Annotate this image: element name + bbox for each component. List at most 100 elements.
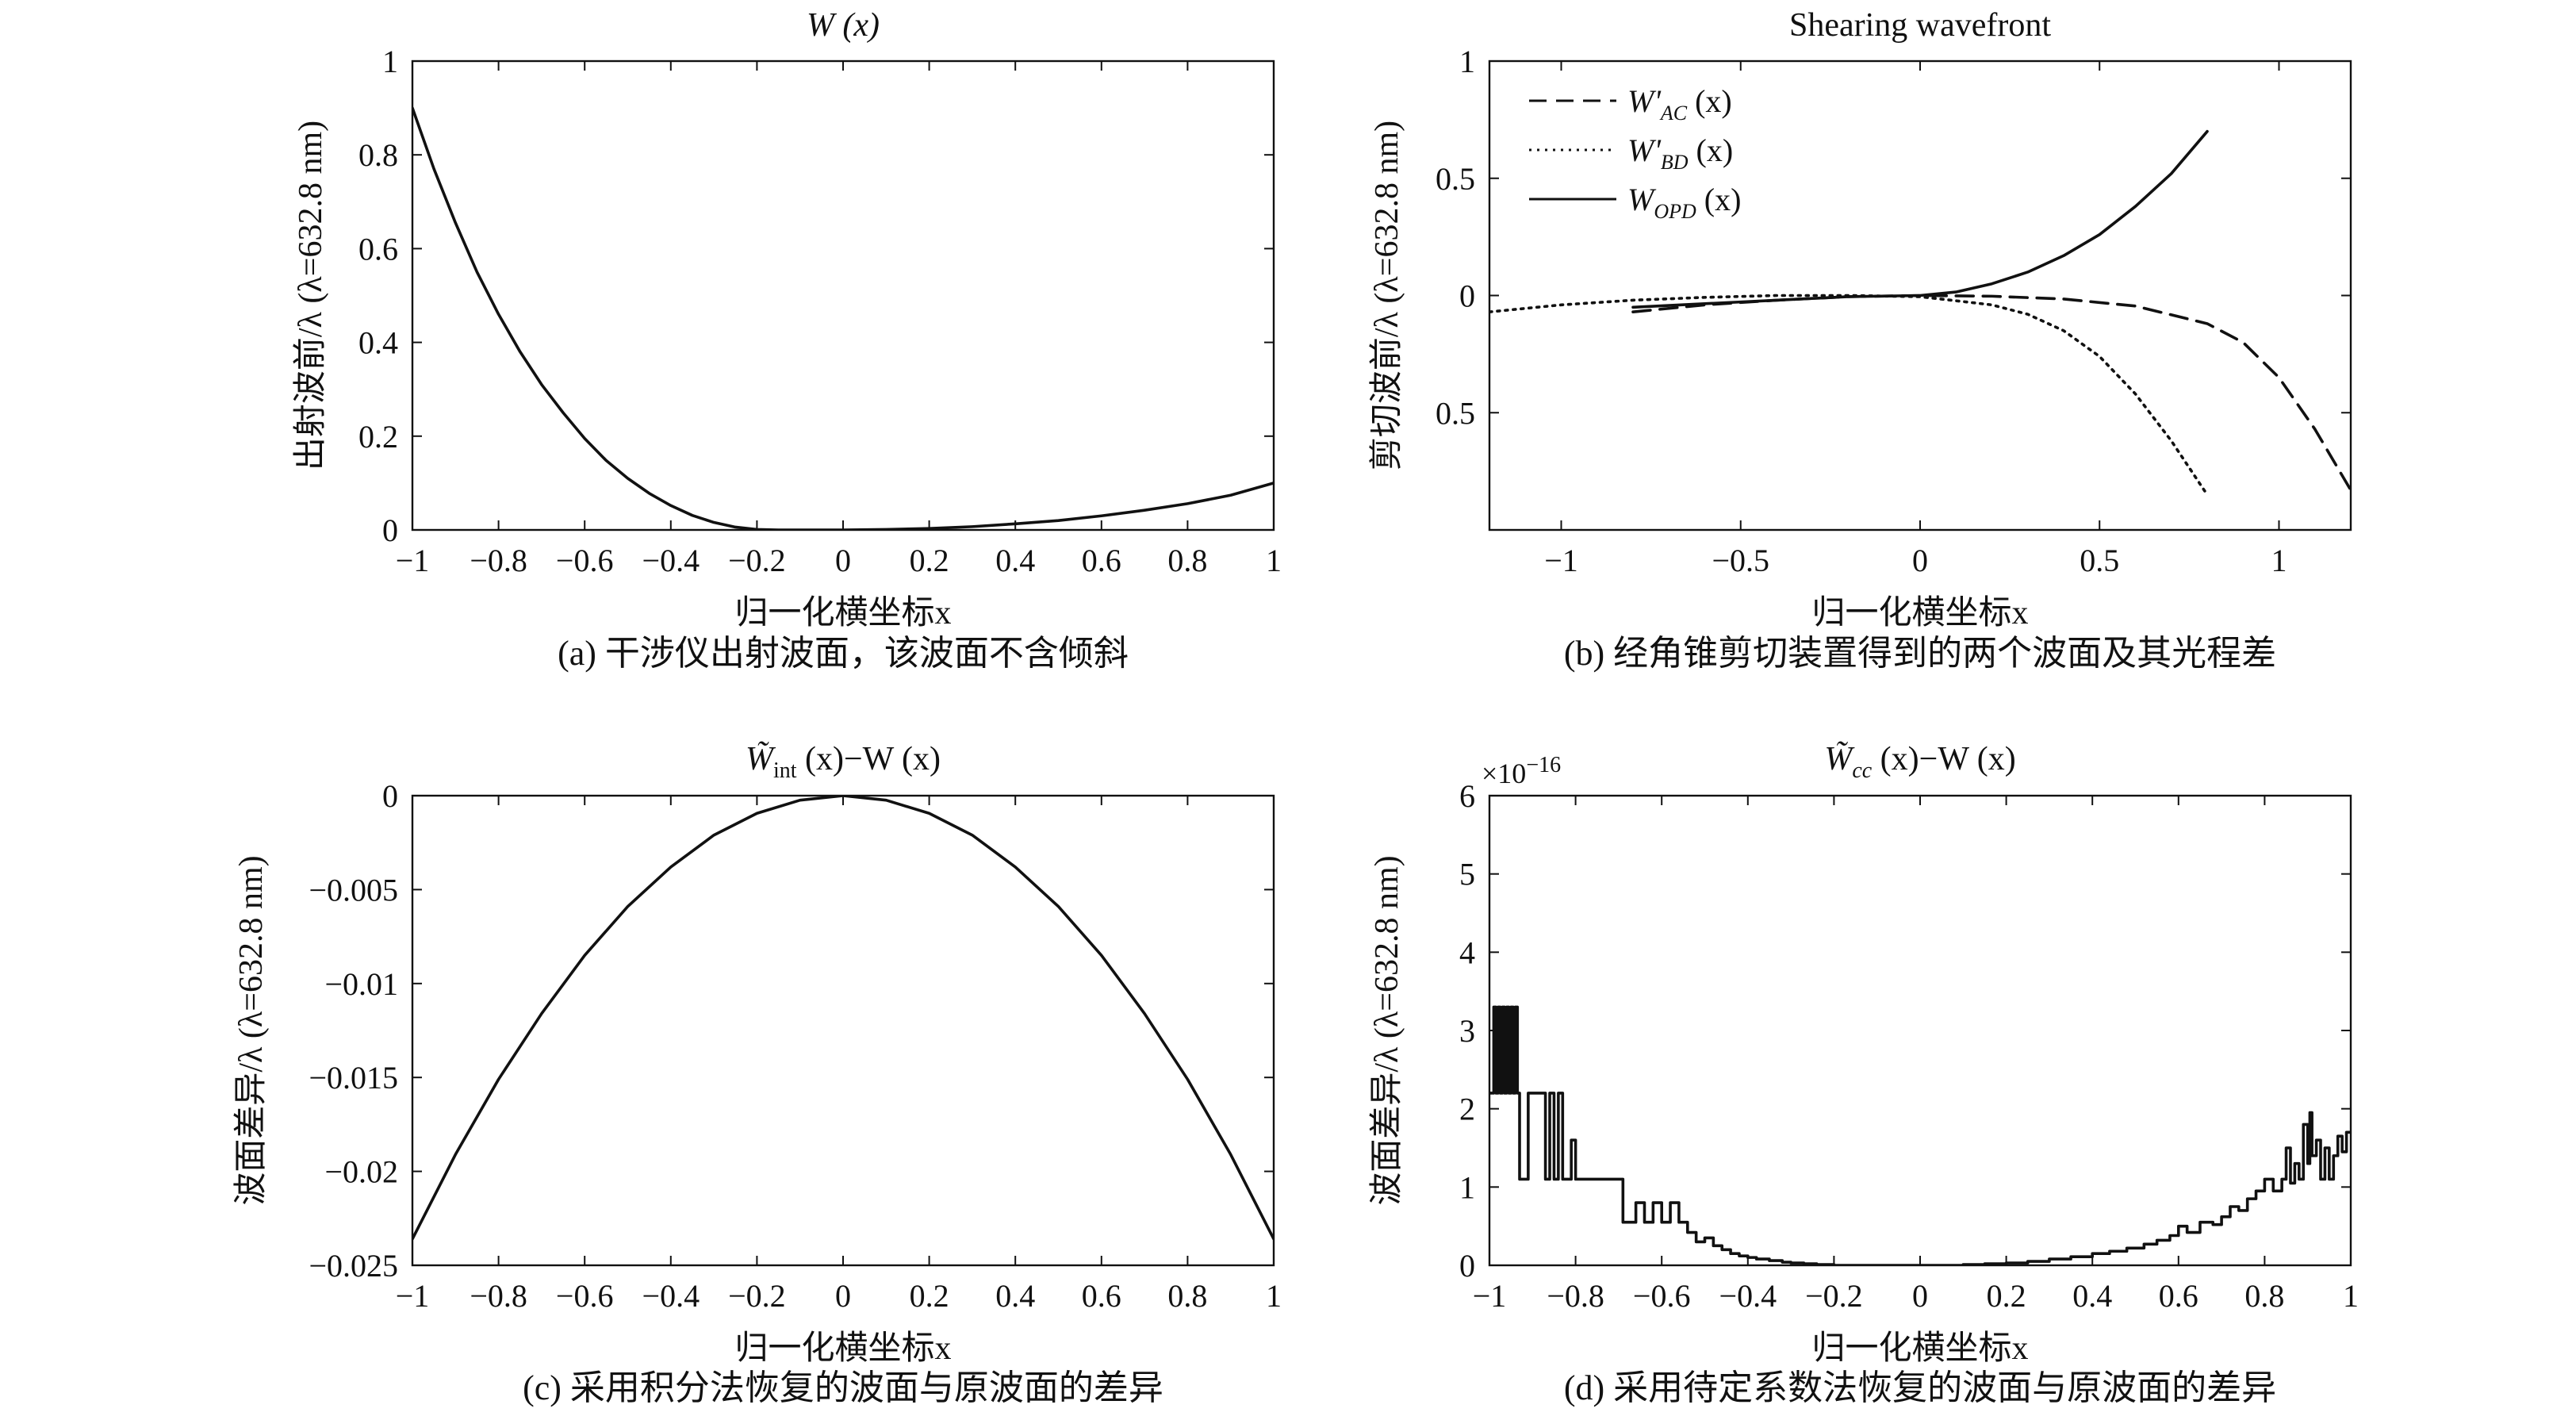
x-axis-label: 归一化横坐标x	[734, 595, 951, 631]
x-tick-label: −0.5	[1712, 543, 1769, 578]
series-line-0	[1489, 1005, 2351, 1265]
y-tick-label: 6	[1459, 778, 1475, 814]
x-tick-label: 0.8	[2244, 1278, 2284, 1314]
x-tick-label: 0.5	[2080, 543, 2119, 578]
x-tick-label: 0.4	[995, 543, 1035, 578]
y-axis-label: 出射波前/λ (λ=632.8 nm)	[293, 121, 329, 470]
x-tick-label: −0.8	[470, 1278, 527, 1314]
x-tick-label: −0.6	[556, 543, 614, 578]
chart-title: Shearing wavefront	[1789, 7, 2051, 44]
y-tick-label: 0.2	[358, 419, 398, 455]
series-line-0	[412, 796, 1274, 1241]
x-axis-label: 归一化横坐标x	[734, 1330, 951, 1367]
x-tick-label: −0.2	[1805, 1278, 1863, 1314]
series-line-0	[412, 106, 1274, 530]
y-tick-label: 0.5	[1436, 395, 1475, 431]
tick-marks	[1489, 795, 2352, 1266]
y-tick-label: −0.01	[324, 966, 398, 1002]
x-tick-label: 0.4	[2072, 1278, 2112, 1314]
series-line-bd	[1489, 294, 2209, 497]
x-tick-label: 0.2	[1987, 1278, 2026, 1314]
x-tick-label: −0.4	[642, 1278, 700, 1314]
panel-caption: (c) 采用积分法恢复的波面与原波面的差异	[523, 1368, 1163, 1407]
x-tick-label: 1	[2271, 543, 2287, 578]
x-tick-label: −1	[1473, 1278, 1507, 1314]
x-tick-label: 0.8	[1167, 1278, 1207, 1314]
plot-frame	[1488, 794, 2352, 1267]
legend: W'AC (x) W'BD (x) WOPD (x)	[1529, 83, 1741, 223]
x-tick-label: 0	[1912, 543, 1928, 578]
x-tick-label: −0.6	[1633, 1278, 1691, 1314]
y-tick-label: 0.8	[358, 137, 398, 173]
x-tick-label: 1	[1266, 543, 1282, 578]
chart-title: W̃int (x)−W (x)	[746, 741, 941, 783]
chart-d: −1 −0.8 −0.6 −0.4 −0.2 0 0.2 0.4 0.6 0.8 1 0 1 2 3 4 5 6 W…	[1369, 741, 2359, 1407]
x-tick-label: 0	[835, 543, 851, 578]
y-tick-label: 0	[1459, 1248, 1475, 1284]
x-axis-label: 归一化横坐标x	[1811, 1330, 2028, 1367]
tick-marks	[412, 60, 1275, 531]
x-tick-label: −1	[396, 543, 430, 578]
x-tick-label: −0.6	[556, 1278, 614, 1314]
x-tick-label: 0.2	[910, 1278, 949, 1314]
x-tick-label: 1	[2343, 1278, 2359, 1314]
y-tick-label: 0	[1459, 278, 1475, 314]
chart-a: −1 −0.8 −0.6 −0.4 −0.2 0 0.2 0.4 0.6 0.8 1 0 0.2 0.4 0…	[293, 7, 1282, 673]
x-tick-label: 0.6	[1082, 1278, 1121, 1314]
y-tick-label: 1	[1459, 1169, 1475, 1205]
y-tick-label: 1	[1459, 44, 1475, 79]
y-axis-label: 波面差异/λ (λ=632.8 nm)	[1369, 855, 1405, 1205]
series-line-opd	[1631, 129, 2209, 309]
x-tick-label: −1	[396, 1278, 430, 1314]
legend-label: WOPD (x)	[1627, 182, 1741, 223]
y-tick-label: 0.4	[358, 325, 398, 361]
plot-frame	[411, 794, 1275, 1267]
y-tick-label: 1	[382, 44, 398, 79]
x-tick-label: 0.6	[2159, 1278, 2198, 1314]
chart-b: −1 −0.5 0 0.5 1 1 0.5 0 0.5 Shearing wavefront 归一化…	[1369, 7, 2352, 673]
x-tick-label: −0.8	[1547, 1278, 1604, 1314]
x-tick-label: 0.2	[910, 543, 949, 578]
y-tick-label: 0.5	[1436, 161, 1475, 197]
chart-c: −1 −0.8 −0.6 −0.4 −0.2 0 0.2 0.4 0.6 0.8 1 0 −0.005 −…	[233, 741, 1282, 1407]
x-tick-label: −0.4	[642, 543, 700, 578]
plot-frame	[411, 59, 1275, 532]
y-tick-label: 5	[1459, 857, 1475, 892]
tick-marks	[412, 795, 1275, 1266]
y-scale-factor: ×10−16	[1482, 753, 1561, 789]
y-tick-label: 0.6	[358, 231, 398, 267]
y-tick-label: 0	[382, 512, 398, 548]
x-axis-label: 归一化横坐标x	[1811, 595, 2028, 631]
x-tick-label: 1	[1266, 1278, 1282, 1314]
x-tick-label: 0	[1912, 1278, 1928, 1314]
chart-title: W̃cc (x)−W (x)	[1824, 741, 2015, 783]
y-tick-label: −0.015	[309, 1060, 398, 1096]
x-tick-label: −0.8	[470, 543, 527, 578]
y-tick-label: 4	[1459, 935, 1475, 970]
tick-marks	[1489, 60, 2351, 530]
y-axis-label: 剪切波前/λ (λ=632.8 nm)	[1369, 121, 1405, 470]
y-tick-label: −0.02	[324, 1154, 398, 1190]
x-tick-label: −0.4	[1719, 1278, 1777, 1314]
x-tick-label: −1	[1544, 543, 1578, 578]
chart-title: W (x)	[807, 7, 880, 44]
panel-caption: (a) 干涉仪出射波面，该波面不含倾斜	[558, 634, 1129, 673]
y-tick-label: −0.025	[309, 1248, 398, 1284]
y-tick-label: 3	[1459, 1013, 1475, 1049]
legend-label: W'BD (x)	[1627, 132, 1733, 174]
x-tick-label: −0.2	[728, 1278, 786, 1314]
y-tick-label: 0	[382, 778, 398, 814]
y-tick-label: 2	[1459, 1092, 1475, 1127]
x-tick-label: 0.6	[1082, 543, 1121, 578]
legend-label: W'AC (x)	[1627, 83, 1732, 125]
y-tick-label: −0.005	[309, 872, 398, 908]
panel-caption: (b) 经角锥剪切装置得到的两个波面及其光程差	[1564, 634, 2276, 673]
x-tick-label: −0.2	[728, 543, 786, 578]
panel-caption: (d) 采用待定系数法恢复的波面与原波面的差异	[1564, 1368, 2276, 1407]
y-axis-label: 波面差异/λ (λ=632.8 nm)	[233, 855, 270, 1205]
x-tick-label: 0.4	[995, 1278, 1035, 1314]
x-tick-label: 0.8	[1167, 543, 1207, 578]
series-line-ac	[1631, 294, 2351, 492]
x-tick-label: 0	[835, 1278, 851, 1314]
